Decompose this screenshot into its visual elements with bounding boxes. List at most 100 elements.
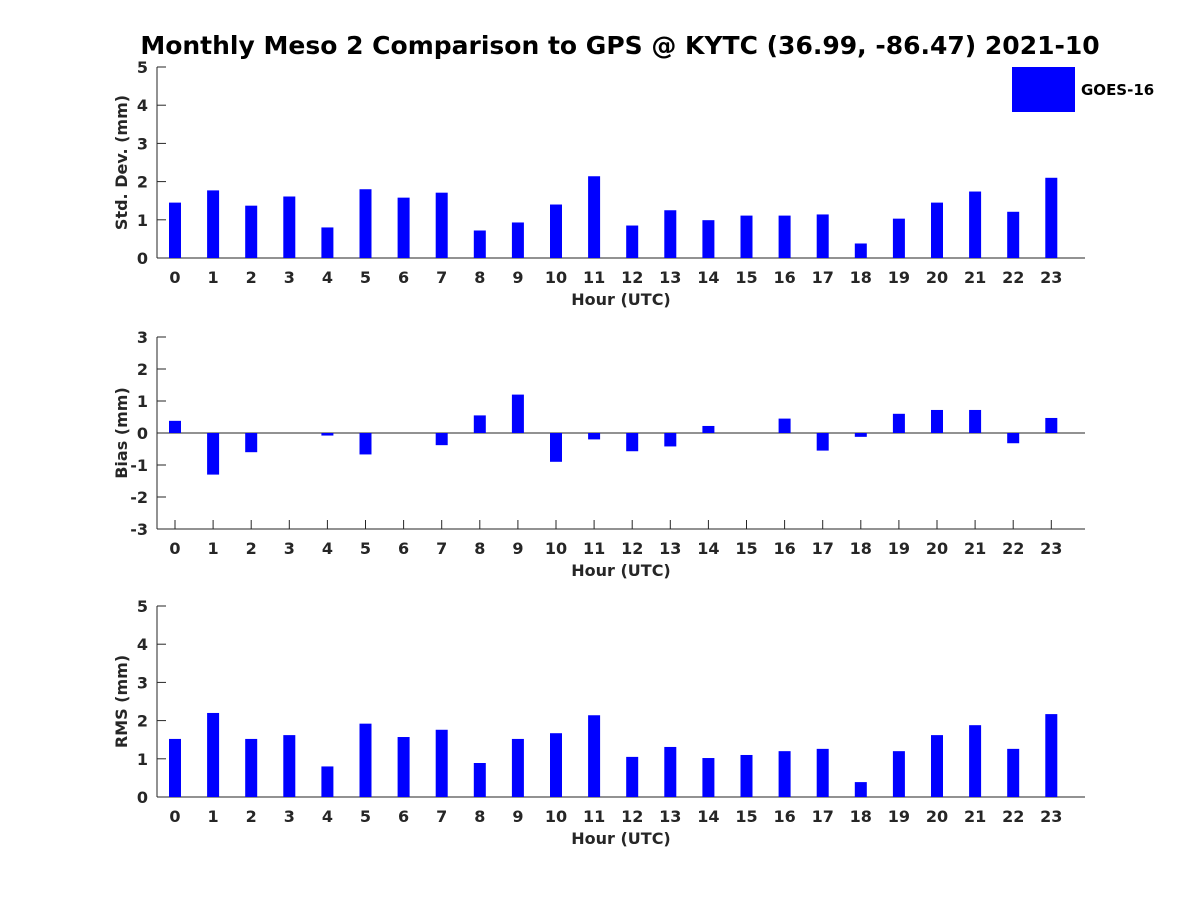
bar — [892, 218, 905, 258]
x-tick-label: 22 — [1002, 539, 1024, 558]
y-tick-label: 4 — [137, 96, 148, 115]
bar — [283, 735, 296, 797]
bar — [511, 738, 524, 797]
bar — [931, 409, 943, 433]
x-tick-label: 5 — [360, 807, 371, 826]
x-tick-label: 11 — [583, 268, 605, 287]
x-tick-label: 5 — [360, 539, 371, 558]
x-tick-label: 16 — [773, 807, 795, 826]
y-tick-label: 3 — [137, 328, 148, 347]
x-tick-label: 20 — [926, 807, 948, 826]
y-axis-label: Bias (mm) — [112, 387, 131, 479]
x-tick-label: 6 — [398, 539, 409, 558]
chart-title: Monthly Meso 2 Comparison to GPS @ KYTC … — [140, 31, 1099, 60]
x-tick-label: 13 — [659, 268, 681, 287]
bar — [892, 413, 905, 433]
bar — [1007, 211, 1020, 258]
bar — [969, 409, 982, 433]
bar — [435, 729, 448, 797]
y-tick-label: 0 — [137, 424, 148, 443]
x-tick-label: 2 — [246, 539, 257, 558]
bar — [1007, 748, 1020, 797]
bar — [169, 202, 181, 258]
bar — [550, 733, 562, 797]
x-tick-label: 21 — [964, 539, 986, 558]
bar — [702, 758, 715, 797]
x-tick-label: 23 — [1040, 539, 1062, 558]
bar — [397, 737, 410, 797]
y-tick-label: 2 — [137, 173, 148, 192]
y-tick-label: 2 — [137, 712, 148, 731]
x-tick-label: 15 — [735, 539, 757, 558]
bar — [473, 230, 486, 258]
y-tick-label: 4 — [137, 635, 148, 654]
bar — [626, 225, 639, 258]
y-axis-label: RMS (mm) — [112, 655, 131, 748]
bar — [511, 394, 524, 433]
y-tick-label: 1 — [137, 750, 148, 769]
x-tick-label: 18 — [850, 807, 872, 826]
x-tick-label: 2 — [246, 268, 257, 287]
x-tick-label: 18 — [850, 268, 872, 287]
bar — [169, 420, 181, 433]
x-tick-label: 3 — [284, 539, 295, 558]
x-tick-label: 21 — [964, 268, 986, 287]
bar — [626, 756, 639, 797]
x-tick-label: 13 — [659, 539, 681, 558]
bar — [1045, 177, 1058, 258]
x-tick-label: 9 — [512, 807, 523, 826]
x-tick-label: 19 — [888, 807, 910, 826]
x-tick-label: 17 — [812, 539, 834, 558]
x-axis-label: Hour (UTC) — [571, 829, 671, 848]
x-tick-label: 0 — [169, 539, 180, 558]
bar — [702, 220, 715, 258]
x-tick-label: 11 — [583, 539, 605, 558]
bar — [511, 222, 524, 258]
x-tick-label: 11 — [583, 807, 605, 826]
bar — [816, 433, 829, 451]
bar — [1045, 417, 1058, 433]
legend-swatch — [1012, 67, 1075, 112]
x-tick-label: 12 — [621, 539, 643, 558]
bar — [588, 433, 601, 440]
x-tick-label: 10 — [545, 268, 567, 287]
bar — [207, 712, 220, 797]
x-tick-label: 1 — [208, 268, 219, 287]
bar — [321, 766, 334, 797]
x-tick-label: 10 — [545, 539, 567, 558]
x-tick-label: 20 — [926, 539, 948, 558]
bar — [207, 190, 220, 258]
bar — [854, 433, 867, 437]
x-tick-label: 0 — [169, 807, 180, 826]
bar — [1007, 433, 1020, 444]
x-tick-label: 8 — [474, 807, 485, 826]
bar — [321, 433, 334, 436]
y-tick-label: 0 — [137, 249, 148, 268]
y-tick-label: 3 — [137, 134, 148, 153]
bar — [892, 751, 905, 797]
x-tick-label: 17 — [812, 807, 834, 826]
y-tick-label: -3 — [130, 520, 148, 539]
x-tick-label: 17 — [812, 268, 834, 287]
x-tick-label: 3 — [284, 807, 295, 826]
x-tick-label: 9 — [512, 268, 523, 287]
x-tick-label: 22 — [1002, 807, 1024, 826]
bar — [969, 725, 982, 797]
x-tick-label: 7 — [436, 539, 447, 558]
x-tick-label: 7 — [436, 268, 447, 287]
x-tick-label: 3 — [284, 268, 295, 287]
bar — [359, 189, 372, 258]
x-tick-label: 2 — [246, 807, 257, 826]
bar — [931, 735, 943, 797]
y-tick-label: 5 — [137, 597, 148, 616]
x-tick-label: 5 — [360, 268, 371, 287]
bar — [550, 204, 562, 258]
x-tick-label: 16 — [773, 268, 795, 287]
y-tick-label: 1 — [137, 211, 148, 230]
legend: GOES-16 — [1012, 67, 1154, 112]
x-tick-label: 14 — [697, 268, 719, 287]
y-tick-label: 3 — [137, 673, 148, 692]
bar — [359, 723, 372, 797]
